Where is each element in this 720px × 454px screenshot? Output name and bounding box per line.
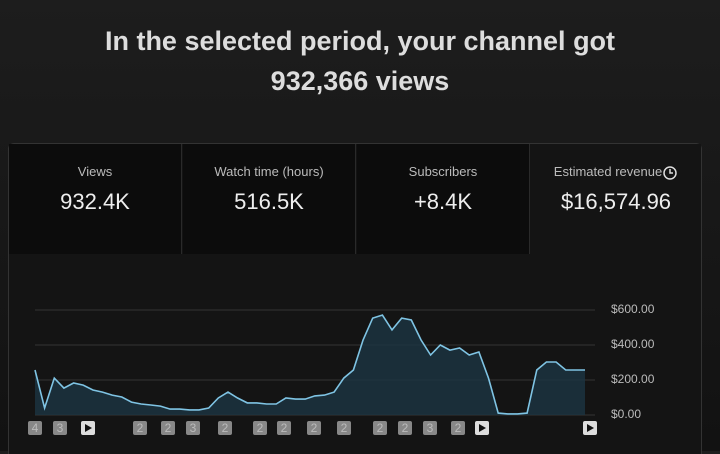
timeline-marker[interactable] [277, 421, 291, 435]
timeline-marker[interactable] [218, 421, 232, 435]
timeline-marker[interactable] [186, 421, 200, 435]
metric-label: Estimated revenue [553, 164, 663, 179]
marker-label: 2 [377, 421, 384, 435]
marker-label: 3 [427, 421, 434, 435]
metric-value: 516.5K [234, 189, 304, 214]
marker-label: 2 [222, 421, 229, 435]
y-tick-label: $400.00 [611, 337, 655, 351]
analytics-panel: Views 932.4K Watch time (hours) 516.5K Subsc… [8, 143, 702, 454]
marker-label: 2 [165, 421, 172, 435]
marker-label: 3 [57, 421, 64, 435]
marker-label: 2 [341, 421, 348, 435]
marker-label: 2 [455, 421, 462, 435]
marker-label: 2 [137, 421, 144, 435]
headline-views: 932,366 views [270, 66, 450, 96]
metric-card[interactable]: Subscribers +8.4K [357, 144, 530, 254]
metric-value: +8.4K [413, 189, 473, 214]
timeline-marker[interactable] [337, 421, 351, 435]
metric-card[interactable]: Views 932.4K [9, 144, 182, 254]
metric-label: Subscribers [408, 164, 478, 179]
headline: In the selected period, your channel got [104, 26, 616, 56]
play-icon [587, 424, 594, 432]
play-icon [85, 424, 92, 432]
marker-label: 2 [402, 421, 409, 435]
y-tick-label: $0.00 [611, 407, 641, 421]
timeline-marker[interactable] [451, 421, 465, 435]
timeline-marker[interactable] [398, 421, 412, 435]
timeline-marker[interactable] [161, 421, 175, 435]
marker-label: 2 [257, 421, 264, 435]
metric-value: $16,574.96 [560, 189, 672, 214]
area [35, 315, 585, 415]
marker-label: 3 [190, 421, 197, 435]
timeline-marker[interactable] [373, 421, 387, 435]
metric-value: 932.4K [60, 189, 130, 214]
y-tick-label: $600.00 [611, 302, 655, 316]
metric-card[interactable]: Estimated revenue $16,574.96 [531, 144, 701, 254]
line [34, 314, 585, 415]
marker-label: 2 [281, 421, 288, 435]
timeline-marker[interactable] [423, 421, 437, 435]
marker-label: 4 [32, 421, 39, 435]
metric-card[interactable]: Watch time (hours) 516.5K [183, 144, 356, 254]
metric-label: Watch time (hours) [214, 164, 324, 179]
timeline-marker[interactable] [307, 421, 321, 435]
timeline-marker[interactable] [253, 421, 267, 435]
clock-icon [663, 166, 677, 180]
y-tick-label: $200.00 [611, 372, 655, 386]
metric-label: Views [77, 164, 113, 179]
play-icon [479, 424, 486, 432]
timeline-marker[interactable] [133, 421, 147, 435]
timeline-marker[interactable] [28, 421, 42, 435]
marker-label: 2 [311, 421, 318, 435]
timeline-marker[interactable] [53, 421, 67, 435]
